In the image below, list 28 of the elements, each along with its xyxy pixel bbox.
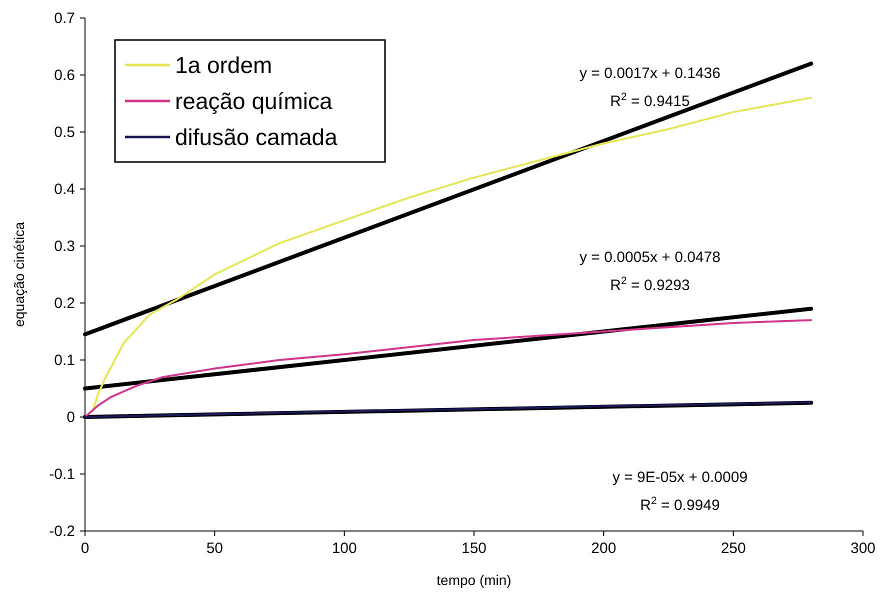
y-tick-label: 0.2 — [54, 295, 75, 312]
y-axis-title: equação cinética — [11, 222, 27, 328]
y-tick-label: 0.4 — [54, 181, 75, 198]
legend-label: difusão camada — [175, 124, 338, 150]
x-axis-title: tempo (min) — [436, 572, 512, 588]
y-tick-label: 0 — [66, 409, 75, 426]
annotation: R$^{2}$ = 0.9949 — [640, 495, 720, 514]
y-tick-label: -0.2 — [49, 523, 75, 540]
y-tick-label: -0.1 — [49, 466, 75, 483]
legend-label: reação química — [175, 88, 332, 114]
x-tick-label: 150 — [461, 540, 487, 557]
x-tick-label: 0 — [80, 540, 90, 557]
annotation: R$^{2}$ = 0.9293 — [610, 275, 690, 294]
legend-label: 1a ordem — [175, 52, 272, 78]
y-tick-label: 0.6 — [54, 67, 75, 84]
x-tick-label: 50 — [206, 540, 224, 557]
annotation: R$^{2}$ = 0.9415 — [610, 91, 690, 110]
annotation: y = 0.0005x + 0.0478 — [580, 249, 720, 266]
x-tick-label: 300 — [850, 540, 876, 557]
y-tick-label: 0.3 — [54, 238, 75, 255]
x-tick-label: 250 — [720, 540, 746, 557]
x-tick-label: 200 — [591, 540, 616, 557]
x-tick-label: 100 — [332, 540, 357, 557]
y-tick-label: 0.5 — [54, 124, 75, 141]
y-tick-label: 0.7 — [54, 10, 75, 27]
annotation: y = 9E-05x + 0.0009 — [612, 469, 748, 486]
y-tick-label: 0.1 — [54, 352, 75, 369]
annotation: y = 0.0017x + 0.1436 — [580, 65, 720, 82]
